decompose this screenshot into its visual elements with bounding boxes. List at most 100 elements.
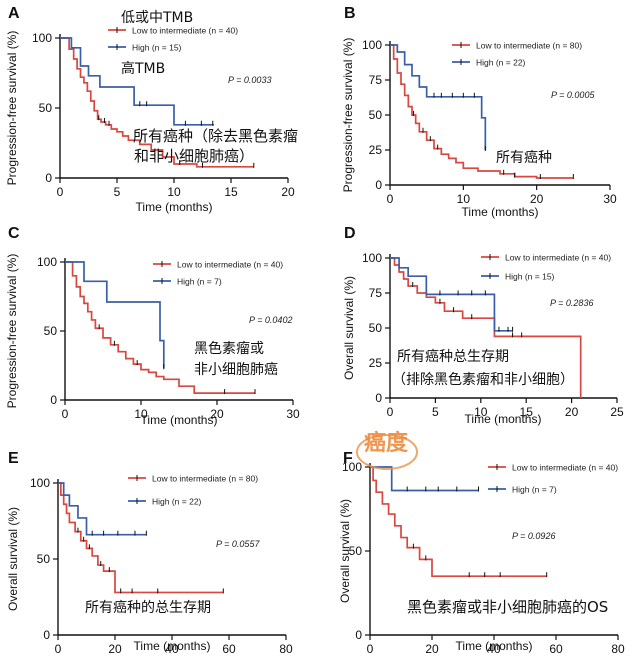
- km-curve-series-1: [60, 37, 214, 126]
- panel-b: B 0 25 50 75 100 0 10 20 30 Time (months) Progressi…: [341, 5, 617, 219]
- panel-f: F 0 50 100 0 20 40 60 80 Time (months) Overall sur…: [338, 450, 625, 656]
- annotation-text: 所有癌种的总生存期: [85, 600, 211, 616]
- legend-label: High (n = 15): [132, 43, 182, 53]
- x-tick-label: 60: [549, 642, 563, 656]
- km-curve-series-0: [370, 466, 547, 578]
- y-tick-label: 100: [362, 38, 382, 52]
- annotation-text: 所有癌种总生存期: [397, 349, 509, 365]
- annotation-text: 低或中TMB: [121, 10, 193, 26]
- panel-a: A 0 50 100 0 5 10 15 20 Time (months) Progression-…: [5, 5, 298, 214]
- x-tick-label: 0: [55, 642, 62, 656]
- y-tick-label: 100: [30, 476, 50, 490]
- km-curve-series-1: [370, 466, 479, 492]
- p-value: P = 0.0005: [551, 90, 595, 100]
- annotation-text: 非小细胞肺癌: [194, 362, 278, 378]
- x-tick-label: 0: [387, 192, 394, 206]
- x-tick-label: 80: [611, 642, 625, 656]
- x-tick-label: 30: [603, 192, 617, 206]
- panel-c: C 0 50 100 0 10 20 30 Time (months) Progression-f…: [5, 225, 300, 427]
- annotation-text: 黑色素瘤或: [194, 340, 264, 357]
- y-tick-label: 50: [349, 544, 363, 558]
- x-tick-label: 80: [279, 642, 293, 656]
- legend-label: Low to intermediate (n = 80): [152, 474, 258, 484]
- legend-label: Low to intermediate (n = 40): [177, 260, 283, 270]
- x-tick-label: 10: [474, 405, 488, 419]
- annotation-text: 高TMB: [121, 60, 165, 77]
- annotation-text: 所有癌种（除去黑色素瘤: [133, 127, 298, 145]
- x-tick-label: 15: [224, 185, 238, 199]
- panel-letter: F: [343, 450, 353, 467]
- x-axis-title: Time (months): [141, 413, 218, 427]
- x-tick-label: 25: [610, 405, 624, 419]
- x-tick-label: 30: [286, 407, 300, 421]
- y-axis-title: Overall survival (%): [6, 507, 20, 611]
- y-tick-label: 100: [32, 31, 52, 45]
- x-tick-label: 15: [520, 405, 534, 419]
- annotation-text: 所有癌种: [496, 150, 552, 166]
- y-tick-label: 0: [355, 628, 362, 642]
- y-tick-label: 25: [369, 356, 383, 370]
- y-tick-label: 50: [37, 552, 51, 566]
- legend-label: Low to intermediate (n = 40): [132, 26, 238, 36]
- y-tick-label: 75: [369, 73, 383, 87]
- panel-letter: C: [8, 225, 20, 242]
- x-axis-title: Time (months): [136, 200, 213, 214]
- annotation-text: 和非小细胞肺癌）: [134, 147, 254, 165]
- y-axis-title: Progression-free survival (%): [5, 254, 19, 409]
- y-tick-label: 50: [369, 108, 383, 122]
- x-tick-label: 20: [425, 642, 439, 656]
- km-curve-series-1: [58, 482, 147, 536]
- km-curve-series-0: [58, 482, 224, 594]
- y-tick-label: 0: [43, 628, 50, 642]
- km-curve-series-1: [65, 261, 165, 369]
- x-tick-label: 0: [387, 405, 394, 419]
- y-axis-title: Progression-free survival (%): [341, 38, 355, 193]
- panel-letter: E: [8, 450, 19, 467]
- y-axis-title: Overall survival (%): [342, 276, 356, 380]
- x-tick-label: 40: [487, 642, 501, 656]
- y-tick-label: 0: [50, 393, 57, 407]
- legend-label: High (n = 22): [476, 58, 526, 68]
- x-tick-label: 0: [62, 407, 69, 421]
- x-tick-label: 10: [457, 192, 471, 206]
- legend-label: Low to intermediate (n = 40): [512, 463, 618, 473]
- legend-label: Low to intermediate (n = 80): [476, 41, 582, 51]
- x-tick-label: 10: [167, 185, 181, 199]
- y-tick-label: 100: [342, 460, 362, 474]
- annotation-text: 黑色素瘤或非小细胞肺癌的OS: [407, 598, 608, 616]
- y-tick-label: 50: [39, 101, 53, 115]
- legend-label: Low to intermediate (n = 40): [505, 253, 611, 263]
- km-curve-series-1: [390, 257, 513, 332]
- y-tick-label: 100: [362, 251, 382, 265]
- watermark-text: 癌度: [364, 430, 409, 456]
- y-tick-label: 75: [369, 286, 383, 300]
- x-tick-label: 20: [281, 185, 295, 199]
- legend-label: High (n = 15): [505, 272, 555, 282]
- p-value: P = 0.0033: [228, 75, 271, 85]
- km-curve-series-0: [60, 37, 254, 168]
- km-curve-series-1: [390, 44, 487, 150]
- x-axis-title: Time (months): [134, 639, 211, 653]
- panel-letter: A: [8, 5, 20, 22]
- y-tick-label: 0: [45, 171, 52, 185]
- legend-label: High (n = 7): [177, 277, 222, 287]
- panel-letter: D: [344, 225, 356, 242]
- x-tick-label: 20: [530, 192, 544, 206]
- x-tick-label: 20: [565, 405, 579, 419]
- p-value: P = 0.0926: [512, 531, 555, 541]
- x-axis-title: Time (months): [462, 205, 539, 219]
- panel-d: D 0 25 50 75 100 0 5 10 15 20 25 Time (months) Overal…: [342, 225, 624, 426]
- y-tick-label: 50: [44, 324, 58, 338]
- y-tick-label: 25: [369, 143, 383, 157]
- x-tick-label: 20: [210, 407, 224, 421]
- legend-label: High (n = 7): [512, 485, 557, 495]
- y-tick-label: 0: [375, 178, 382, 192]
- watermark-swoosh: [356, 434, 418, 470]
- legend-label: High (n = 22): [152, 497, 202, 507]
- x-axis-title: Time (months): [465, 412, 542, 426]
- p-value: P = 0.2836: [550, 298, 593, 308]
- x-tick-label: 60: [222, 642, 236, 656]
- x-axis-title: Time (months): [456, 639, 533, 653]
- x-tick-label: 10: [134, 407, 148, 421]
